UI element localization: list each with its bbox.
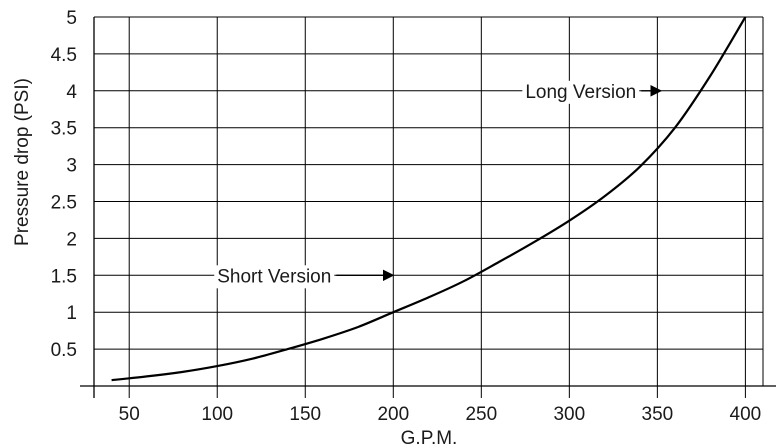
annotation-label-background [522, 80, 640, 104]
y-tick-label: 1 [66, 303, 77, 324]
x-tick-label: 300 [553, 404, 585, 425]
x-tick-label: 200 [377, 404, 409, 425]
annotations: Short Version Long Version [214, 80, 663, 289]
x-tick-label: 150 [289, 404, 321, 425]
y-axis-title: Pressure drop (PSI) [12, 78, 33, 246]
annotation-label-background [214, 265, 335, 289]
y-tick-label: 3 [66, 156, 77, 177]
tick-labels: 50 100 150 200 250 300 350 400 0.5 1 1.5 2 2.5 3 3.5 4 4… [51, 8, 762, 425]
y-tick-label: 5 [66, 8, 77, 29]
series [111, 16, 747, 382]
y-tick-label: 0.5 [51, 340, 77, 361]
plot-frame [80, 17, 776, 398]
y-tick-label: 2 [66, 229, 77, 250]
annotation-label: Long Version [525, 82, 636, 103]
x-tick-label: 100 [201, 404, 233, 425]
y-tick-label: 1.5 [51, 266, 77, 287]
y-tick-label: 3.5 [51, 119, 77, 140]
y-tick-label: 4.5 [51, 45, 77, 66]
grid [94, 16, 763, 398]
x-axis-title: G.P.M. [401, 428, 458, 448]
x-tick-label: 350 [642, 404, 674, 425]
annotation-label: Short Version [217, 266, 331, 287]
y-tick-label: 2.5 [51, 193, 77, 214]
x-tick-label: 50 [119, 404, 140, 425]
y-tick-label: 4 [66, 82, 77, 103]
pressure-drop-curve [111, 16, 747, 382]
x-tick-label: 400 [730, 404, 762, 425]
x-tick-label: 250 [465, 404, 497, 425]
